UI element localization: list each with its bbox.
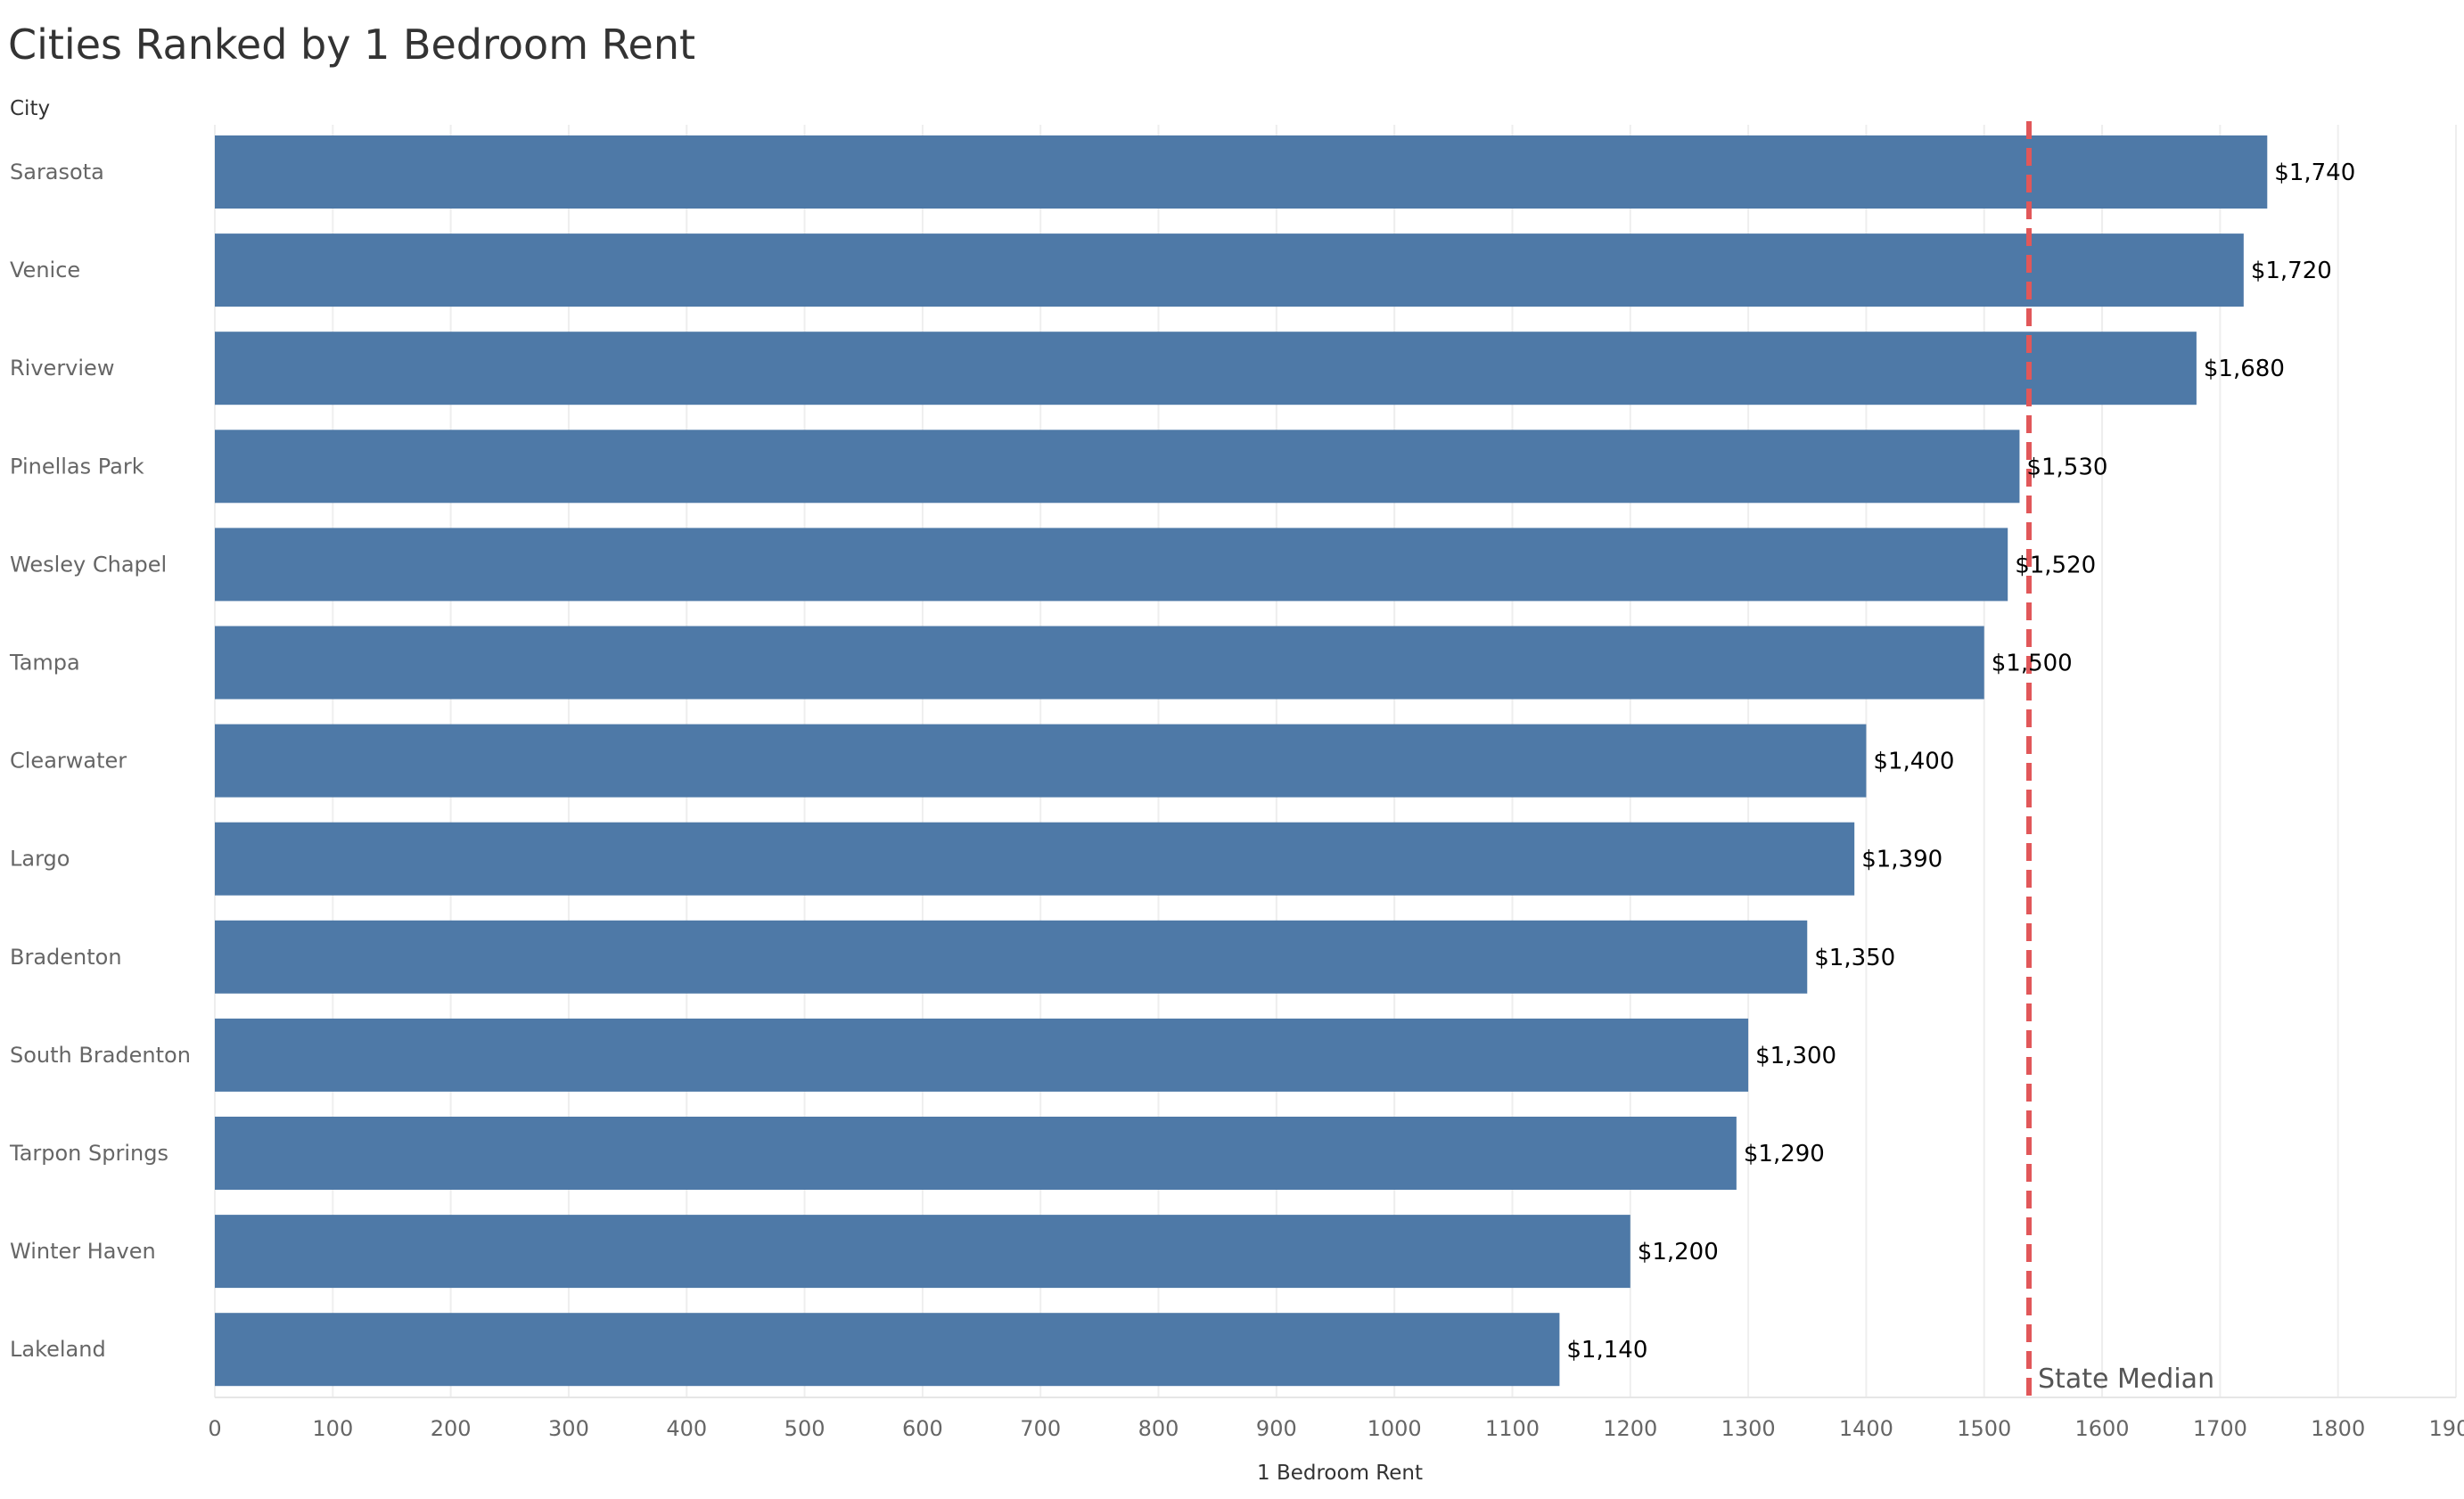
bar bbox=[215, 1117, 1737, 1190]
x-tick-label: 1000 bbox=[1368, 1416, 1422, 1441]
x-tick-label: 900 bbox=[1256, 1416, 1297, 1441]
category-label: Clearwater bbox=[10, 749, 127, 774]
data-label: $1,400 bbox=[1873, 749, 1954, 775]
reference-line-group: State Median bbox=[2026, 121, 2214, 1397]
bar bbox=[215, 920, 1808, 994]
data-label: $1,390 bbox=[1861, 847, 1942, 873]
category-labels: Sarasota Venice Riverview Pinellas Park Wesl… bbox=[9, 160, 191, 1362]
x-axis-ticks: 0 100 200 300 400 500 600 700 800 900 1000 1100 1200… bbox=[208, 1397, 2464, 1441]
x-tick-label: 1200 bbox=[1603, 1416, 1657, 1441]
x-tick-label: 200 bbox=[431, 1416, 472, 1441]
category-label: Venice bbox=[10, 258, 80, 283]
category-label: Riverview bbox=[10, 356, 114, 381]
category-label: Bradenton bbox=[10, 945, 122, 970]
category-label: Tampa bbox=[9, 651, 80, 676]
x-tick-label: 400 bbox=[666, 1416, 707, 1441]
y-axis-title: City bbox=[10, 97, 50, 120]
bar bbox=[215, 430, 2020, 504]
data-label: $1,740 bbox=[2274, 160, 2355, 186]
data-label: $1,200 bbox=[1638, 1239, 1719, 1266]
data-label: $1,680 bbox=[2204, 356, 2285, 382]
x-tick-label: 1400 bbox=[1839, 1416, 1893, 1441]
x-tick-label: 1700 bbox=[2193, 1416, 2247, 1441]
x-tick-label: 1100 bbox=[1485, 1416, 1540, 1441]
category-label: Winter Haven bbox=[10, 1239, 156, 1264]
x-tick-label: 800 bbox=[1138, 1416, 1179, 1441]
bar bbox=[215, 233, 2244, 307]
x-tick-label: 0 bbox=[208, 1416, 221, 1441]
data-label: $1,290 bbox=[1744, 1141, 1825, 1167]
x-axis-title: 1 Bedroom Rent bbox=[1257, 1462, 1423, 1485]
bar bbox=[215, 1313, 1560, 1387]
category-label: Pinellas Park bbox=[10, 454, 144, 479]
data-label: $1,140 bbox=[1566, 1337, 1647, 1364]
x-tick-label: 1500 bbox=[1957, 1416, 2011, 1441]
x-tick-label: 1900 bbox=[2428, 1416, 2464, 1441]
bars bbox=[215, 135, 2268, 1387]
category-label: Sarasota bbox=[10, 160, 104, 184]
bar bbox=[215, 135, 2268, 209]
x-tick-label: 300 bbox=[548, 1416, 589, 1441]
data-label: $1,300 bbox=[1755, 1043, 1836, 1069]
x-tick-label: 1300 bbox=[1721, 1416, 1776, 1441]
x-tick-label: 1600 bbox=[2075, 1416, 2130, 1441]
chart-title: Cities Ranked by 1 Bedroom Rent bbox=[8, 20, 696, 69]
bar bbox=[215, 528, 2008, 602]
bar bbox=[215, 1215, 1630, 1289]
bar bbox=[215, 626, 1984, 700]
bar bbox=[215, 332, 2197, 405]
data-label: $1,530 bbox=[2026, 454, 2107, 480]
data-label: $1,720 bbox=[2251, 258, 2332, 284]
data-label: $1,350 bbox=[1814, 945, 1895, 971]
x-tick-label: 600 bbox=[902, 1416, 943, 1441]
data-label: $1,500 bbox=[1992, 651, 2073, 677]
x-tick-label: 700 bbox=[1020, 1416, 1061, 1441]
x-tick-label: 1800 bbox=[2311, 1416, 2365, 1441]
data-label: $1,520 bbox=[2015, 552, 2096, 578]
bar bbox=[215, 724, 1867, 798]
category-label: Tarpon Springs bbox=[9, 1141, 168, 1166]
state-median-label: State Median bbox=[2038, 1364, 2214, 1395]
x-tick-label: 500 bbox=[784, 1416, 825, 1441]
category-label: Wesley Chapel bbox=[10, 552, 167, 577]
bar bbox=[215, 822, 1855, 896]
value-labels: $1,740 $1,720 $1,680 $1,530 $1,520 $1,500 $1,4… bbox=[1566, 160, 2355, 1364]
x-tick-label: 100 bbox=[312, 1416, 353, 1441]
category-label: South Bradenton bbox=[10, 1043, 191, 1068]
category-label: Largo bbox=[10, 847, 70, 872]
bar bbox=[215, 1018, 1749, 1092]
category-label: Lakeland bbox=[10, 1337, 106, 1362]
